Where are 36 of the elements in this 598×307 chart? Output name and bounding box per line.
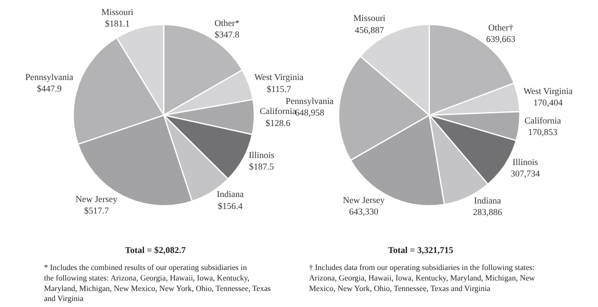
slice-label: Missouri	[101, 7, 134, 18]
data-label: 170,853	[528, 127, 558, 138]
text: Total = 3,321,715	[388, 245, 454, 255]
text: † Includes data from our operating subsidiaries in the following states: Arizona, Georgia, Hawaii, Iowa, Kentucky, Maryland, Michigan, New Mexico, New York, Ohio, Tennessee, Texas and Virginia	[309, 263, 536, 293]
data-label: $181.1	[105, 18, 130, 29]
data-label: $517.7	[84, 206, 110, 216]
data-label: $156.4	[218, 200, 244, 211]
slice-label: New Jersey	[342, 195, 386, 206]
data-label: 648,958	[295, 107, 325, 118]
data-label: $447.9	[36, 84, 62, 94]
data-label: $187.5	[249, 162, 274, 172]
data-label: $115.7	[266, 84, 292, 94]
slice-label: Indiana	[216, 189, 244, 200]
data-label: $347.8	[214, 29, 240, 40]
text: * Includes the combined results of our operating subsidiaries in the following states: Arizona, Georgia, Hawaii, Iowa, Kentucky, Maryland, Michigan, New Mexico, New York, Ohio, Tennessee, Texas and Virginia	[44, 263, 271, 304]
slice-label: California	[260, 106, 296, 116]
slice-label: Illinois	[248, 150, 275, 160]
slice-label: Pennsylvania	[286, 96, 334, 106]
text: Total = $2,082.7	[125, 245, 186, 255]
slice-label: California	[524, 116, 562, 126]
data-label: 170,404	[533, 98, 564, 108]
data-label: 283,886	[472, 207, 503, 218]
slice-label: New Jersey	[76, 194, 118, 204]
data-label: 643,330	[349, 206, 379, 217]
slice-label: Missouri	[353, 13, 386, 24]
slice-label: West Virginia	[523, 86, 573, 96]
slice-label: Pennsylvania	[25, 72, 74, 82]
data-label: $128.6	[266, 118, 291, 128]
slice-label: West Virginia	[254, 72, 304, 82]
slice-label: Other*	[214, 18, 240, 28]
slice-label: Indiana	[474, 195, 502, 206]
data-label: 456,887	[354, 24, 385, 35]
slice-label: Illinois	[512, 156, 539, 167]
slice-label: Other†	[488, 22, 514, 32]
data-label: 307,734	[510, 168, 540, 178]
data-label: 639,663	[486, 34, 516, 44]
